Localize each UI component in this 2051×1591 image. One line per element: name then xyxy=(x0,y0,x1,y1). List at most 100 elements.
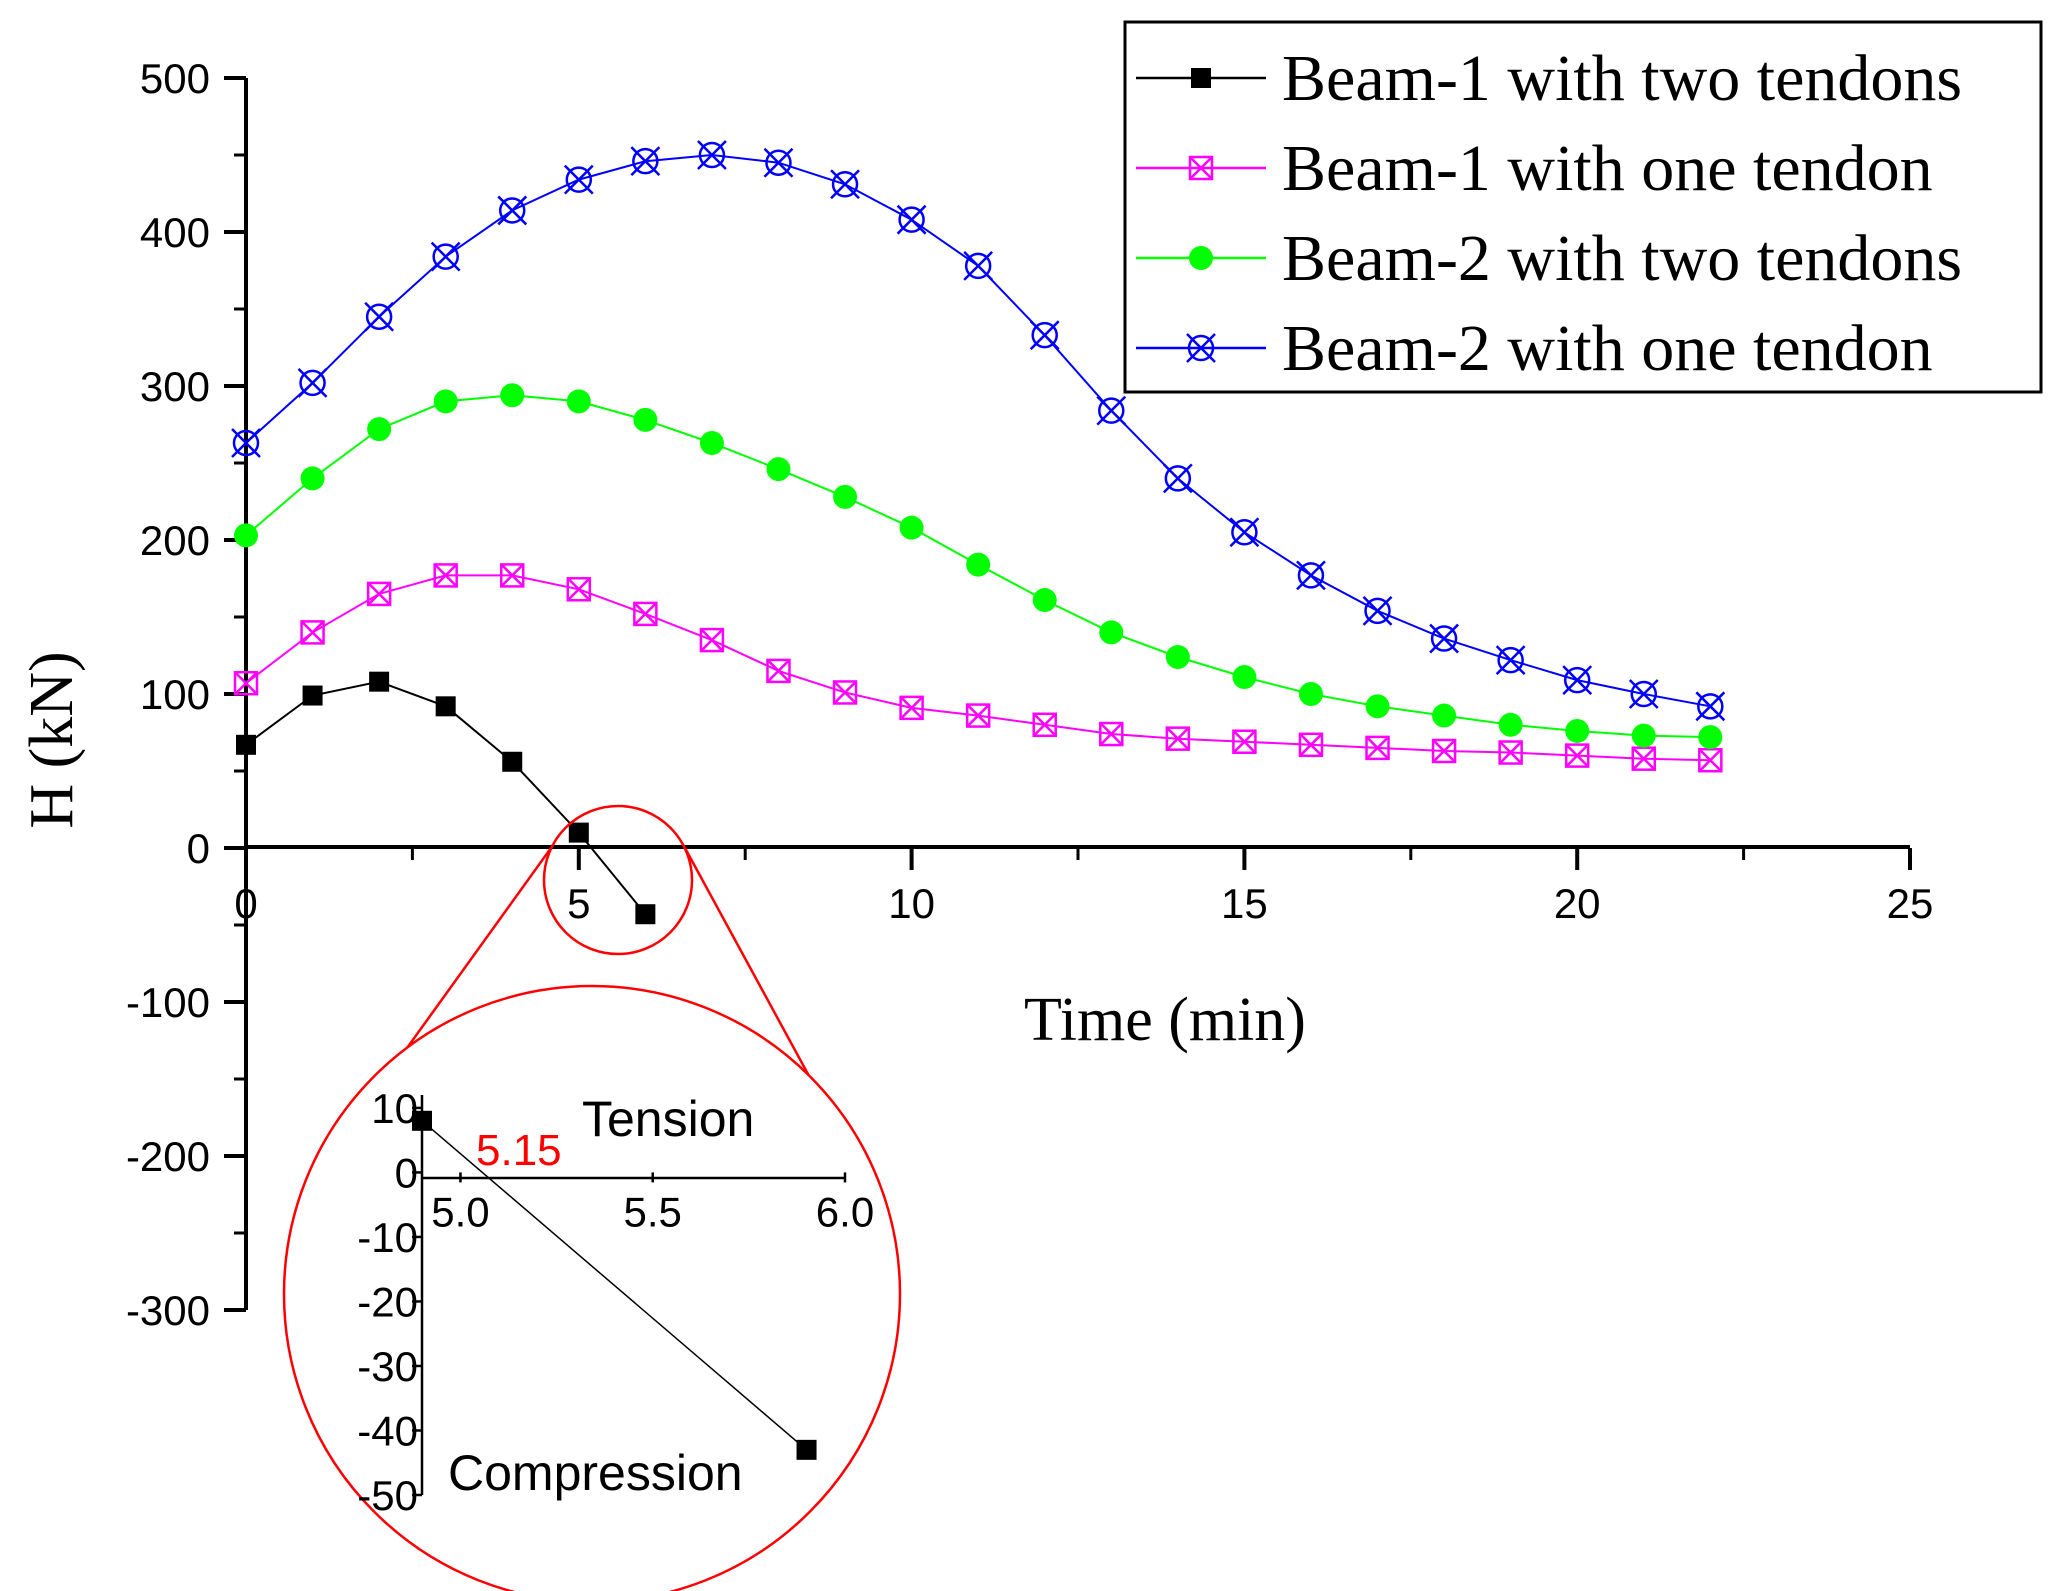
data-point xyxy=(1695,691,1726,722)
data-point xyxy=(635,904,656,925)
zoom-source-circle xyxy=(542,804,694,956)
series-2 xyxy=(233,563,1723,773)
y-axis-ticks: -300 -200 -100 0 100 200 300 400 500 xyxy=(126,55,246,1334)
data-point xyxy=(566,577,592,602)
data-point xyxy=(568,822,589,843)
data-point xyxy=(966,552,991,577)
inset-x-axis-ticks: 5.0 5.5 6.0 xyxy=(431,1172,874,1235)
y-tick-label: 0 xyxy=(187,825,210,872)
data-point xyxy=(1096,395,1127,426)
data-point xyxy=(766,457,791,482)
inset-y-axis-ticks: 10 0 -10 -20 -30 -40 -50 xyxy=(357,1085,422,1519)
zoom-callout xyxy=(282,804,902,1591)
legend-swatch-marker xyxy=(1188,155,1214,181)
data-point xyxy=(367,417,392,442)
legend-item: Beam-2 with two tendons xyxy=(1136,222,1962,295)
y-tick-label: 500 xyxy=(140,55,210,102)
data-point xyxy=(1229,517,1260,548)
data-point xyxy=(563,164,594,195)
series-line xyxy=(245,574,1711,762)
series-layer xyxy=(231,140,1726,925)
data-point xyxy=(1099,721,1124,747)
data-point xyxy=(630,146,661,177)
data-point xyxy=(233,670,259,696)
legend-label: Beam-2 with two tendons xyxy=(1282,222,1962,295)
data-point xyxy=(236,734,256,755)
data-point xyxy=(965,703,991,728)
x-tick-label: 25 xyxy=(1887,880,1934,927)
data-point xyxy=(1432,703,1457,728)
data-point xyxy=(433,563,458,588)
data-point xyxy=(899,515,924,540)
data-point xyxy=(1296,560,1326,591)
data-point xyxy=(1564,743,1590,768)
data-point xyxy=(899,695,924,721)
inset-tension-label: Tension xyxy=(582,1091,754,1147)
data-point xyxy=(502,751,523,772)
inset-x-tick-label: 5.0 xyxy=(431,1188,489,1235)
inset-series xyxy=(412,1110,817,1460)
y-tick-label: 200 xyxy=(140,517,210,564)
series-1 xyxy=(236,671,656,925)
data-point xyxy=(1165,645,1190,670)
legend-item: Beam-2 with one tendon xyxy=(1136,312,1933,385)
data-point xyxy=(832,680,858,705)
data-point xyxy=(1032,588,1057,613)
data-point xyxy=(566,389,591,414)
x-tick-label: 20 xyxy=(1554,880,1601,927)
data-point xyxy=(1298,732,1324,758)
data-point xyxy=(1232,729,1257,754)
data-point xyxy=(1165,726,1191,751)
data-point xyxy=(1029,320,1060,351)
data-point xyxy=(1631,746,1657,771)
data-point xyxy=(1565,718,1590,743)
data-point xyxy=(1498,712,1523,737)
x-axis-ticks: 0 5 10 15 20 25 xyxy=(234,848,1933,927)
inset-y-tick-label: 0 xyxy=(395,1149,418,1196)
data-point xyxy=(1365,735,1390,761)
inset-x-tick-label: 5.5 xyxy=(624,1188,682,1235)
data-point xyxy=(1099,620,1124,645)
inset-y-tick-label: -10 xyxy=(357,1214,418,1261)
data-point xyxy=(1495,645,1526,676)
data-point xyxy=(500,383,525,408)
data-point xyxy=(1298,682,1323,706)
inset-y-tick-label: -20 xyxy=(357,1278,418,1325)
inset-series-layer xyxy=(412,1110,817,1460)
data-point xyxy=(1631,723,1656,748)
data-point xyxy=(1498,740,1523,765)
data-point xyxy=(297,368,328,398)
data-point xyxy=(1562,665,1593,696)
data-point xyxy=(963,250,994,281)
data-point xyxy=(1362,595,1393,626)
inset-y-tick-label: -50 xyxy=(357,1472,418,1519)
data-point xyxy=(697,140,727,170)
y-axis-title: H (kN) xyxy=(18,651,86,828)
y-tick-label: -300 xyxy=(126,1287,210,1334)
legend: Beam-1 with two tendons Beam-1 with one t… xyxy=(1123,20,2043,394)
zoom-inset-circle xyxy=(282,984,902,1591)
data-point xyxy=(231,428,261,458)
data-point xyxy=(1365,694,1390,719)
legend-label: Beam-1 with one tendon xyxy=(1282,132,1933,205)
data-point xyxy=(1232,665,1257,690)
data-point xyxy=(1698,725,1723,750)
legend-item: Beam-1 with two tendons xyxy=(1136,42,1962,115)
data-point xyxy=(430,241,461,272)
inset-y-tick-label: -30 xyxy=(357,1343,418,1390)
data-point xyxy=(497,195,528,226)
data-point xyxy=(1431,738,1457,764)
x-tick-label: 10 xyxy=(888,880,935,927)
data-point xyxy=(300,620,325,645)
inset-data-point xyxy=(796,1439,817,1460)
x-axis-title: Time (min) xyxy=(1024,986,1306,1054)
data-point xyxy=(433,389,458,414)
y-tick-label: -100 xyxy=(126,979,210,1026)
legend-swatch-marker xyxy=(1191,68,1211,88)
series-4 xyxy=(231,140,1726,722)
data-point xyxy=(830,169,860,200)
data-point xyxy=(763,147,794,178)
data-point xyxy=(699,430,724,455)
